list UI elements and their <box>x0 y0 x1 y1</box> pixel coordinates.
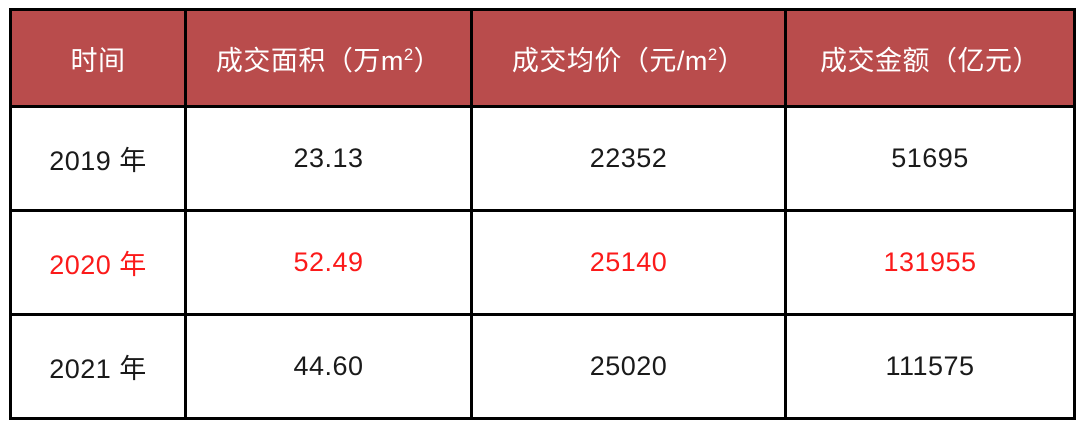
cell-area: 23.13 <box>184 105 473 212</box>
cell-amount-value: 131955 <box>883 247 977 277</box>
table-row: 2019 年 23.13 22352 51695 <box>9 105 1076 212</box>
cell-time: 2019 年 <box>9 105 187 212</box>
column-header-time: 时间 <box>9 8 187 108</box>
cell-area-value: 44.60 <box>293 351 364 381</box>
cell-amount-value: 111575 <box>885 351 975 381</box>
table-row: 2020 年 52.49 25140 131955 <box>9 209 1076 316</box>
column-header-area-superscript: 2 <box>403 44 414 64</box>
column-header-price: 成交均价（元/m2） <box>470 8 787 108</box>
column-header-area-tail: ） <box>413 45 442 76</box>
column-header-area: 成交面积（万m2） <box>184 8 473 108</box>
cell-price-value: 22352 <box>589 143 668 173</box>
cell-price: 25020 <box>470 313 787 420</box>
table-header: 时间 成交面积（万m2） 成交均价（元/m2） 成交金额（亿元） <box>9 8 1076 108</box>
data-table-container: 时间 成交面积（万m2） 成交均价（元/m2） 成交金额（亿元） <box>9 8 1076 420</box>
cell-price: 25140 <box>470 209 787 316</box>
cell-time: 2021 年 <box>9 313 187 420</box>
cell-time-value: 2020 年 <box>49 250 147 280</box>
cell-time-value: 2021 年 <box>49 354 147 384</box>
cell-time: 2020 年 <box>9 209 187 316</box>
column-header-price-superscript: 2 <box>707 44 718 64</box>
table-row: 2021 年 44.60 25020 111575 <box>9 313 1076 420</box>
table-body: 2019 年 23.13 22352 51695 2020 年 <box>9 105 1076 420</box>
column-header-price-main: 成交均价（元/m <box>511 45 708 76</box>
column-header-amount: 成交金额（亿元） <box>784 8 1076 108</box>
cell-price-value: 25140 <box>589 247 668 277</box>
column-header-price-label: 成交均价（元/m2） <box>512 46 745 76</box>
cell-amount-value: 51695 <box>891 143 969 173</box>
transaction-summary-table: 时间 成交面积（万m2） 成交均价（元/m2） 成交金额（亿元） <box>9 8 1076 420</box>
cell-time-value: 2019 年 <box>49 146 147 176</box>
cell-area-value: 52.49 <box>293 247 364 277</box>
column-header-price-tail: ） <box>717 45 746 76</box>
column-header-area-main: 成交面积（万m <box>215 45 404 76</box>
cell-area-value: 23.13 <box>293 143 364 173</box>
cell-amount: 111575 <box>784 313 1076 420</box>
cell-price: 22352 <box>470 105 787 212</box>
header-row: 时间 成交面积（万m2） 成交均价（元/m2） 成交金额（亿元） <box>9 8 1076 108</box>
cell-area: 44.60 <box>184 313 473 420</box>
cell-area: 52.49 <box>184 209 473 316</box>
cell-price-value: 25020 <box>589 351 668 381</box>
column-header-amount-label: 成交金额（亿元） <box>820 45 1040 76</box>
cell-amount: 131955 <box>784 209 1076 316</box>
column-header-area-label: 成交面积（万m2） <box>216 46 441 76</box>
column-header-time-label: 时间 <box>70 45 126 76</box>
cell-amount: 51695 <box>784 105 1076 212</box>
